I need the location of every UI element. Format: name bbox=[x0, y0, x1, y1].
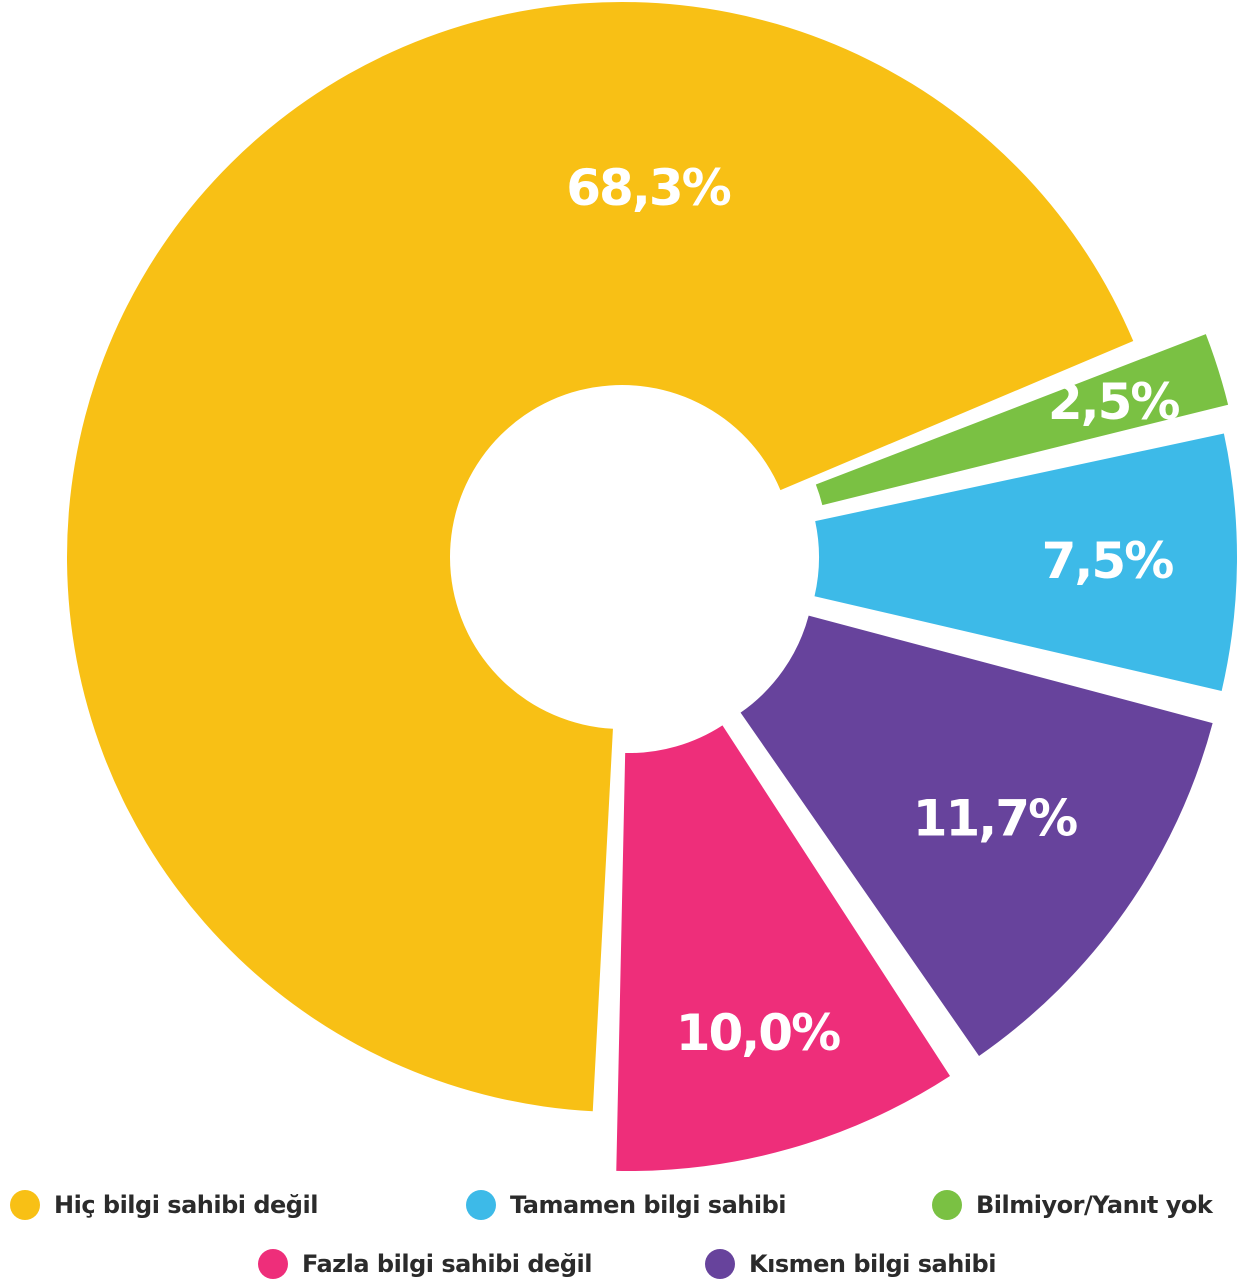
legend-item-hic-bilgi-sahibi-degil: Hiç bilgi sahibi değil bbox=[10, 1183, 318, 1227]
legend-swatch-icon bbox=[10, 1190, 40, 1220]
legend-swatch-icon bbox=[466, 1190, 496, 1220]
value-label: 2,5% bbox=[1048, 373, 1180, 431]
legend-label: Bilmiyor/Yanıt yok bbox=[976, 1191, 1213, 1219]
legend-label: Hiç bilgi sahibi değil bbox=[54, 1191, 318, 1219]
slice-bilmiyor-yanıt-yok bbox=[815, 334, 1229, 506]
legend-item-bilmiyor-yanit-yok: Bilmiyor/Yanıt yok bbox=[932, 1183, 1213, 1227]
value-label: 7,5% bbox=[1042, 532, 1174, 590]
legend-item-fazla-bilgi-sahibi-degil: Fazla bilgi sahibi değil bbox=[258, 1242, 592, 1286]
value-label: 11,7% bbox=[913, 789, 1077, 847]
legend-label: Fazla bilgi sahibi değil bbox=[302, 1250, 592, 1278]
legend-label: Tamamen bilgi sahibi bbox=[510, 1191, 787, 1219]
slice-fazla-bilgi-sahibi-değil bbox=[616, 725, 951, 1172]
value-label: 10,0% bbox=[676, 1004, 840, 1062]
legend-swatch-icon bbox=[258, 1249, 288, 1279]
value-labels-layer: 68,3% 2,5% 7,5% 11,7% 10,0% bbox=[566, 159, 1181, 1062]
legend-label: Kısmen bilgi sahibi bbox=[749, 1250, 996, 1278]
slice-hiç-bilgi-sahibi-değil bbox=[67, 2, 1134, 1112]
legend-item-tamamen-bilgi-sahibi: Tamamen bilgi sahibi bbox=[466, 1183, 787, 1227]
slices-layer bbox=[67, 2, 1237, 1172]
legend-item-kismen-bilgi-sahibi: Kısmen bilgi sahibi bbox=[705, 1242, 996, 1286]
legend-swatch-icon bbox=[932, 1190, 962, 1220]
legend-row-1: Hiç bilgi sahibi değil Tamamen bilgi sah… bbox=[0, 1183, 1256, 1227]
value-label: 68,3% bbox=[566, 159, 730, 217]
slice-kısmen-bilgi-sahibi bbox=[740, 615, 1213, 1056]
slice-tamamen-bilgi-sahibi bbox=[814, 433, 1237, 691]
legend-row-2: Fazla bilgi sahibi değil Kısmen bilgi sa… bbox=[0, 1242, 1256, 1286]
legend-swatch-icon bbox=[705, 1249, 735, 1279]
donut-chart: 68,3% 2,5% 7,5% 11,7% 10,0% bbox=[67, 2, 1237, 1172]
